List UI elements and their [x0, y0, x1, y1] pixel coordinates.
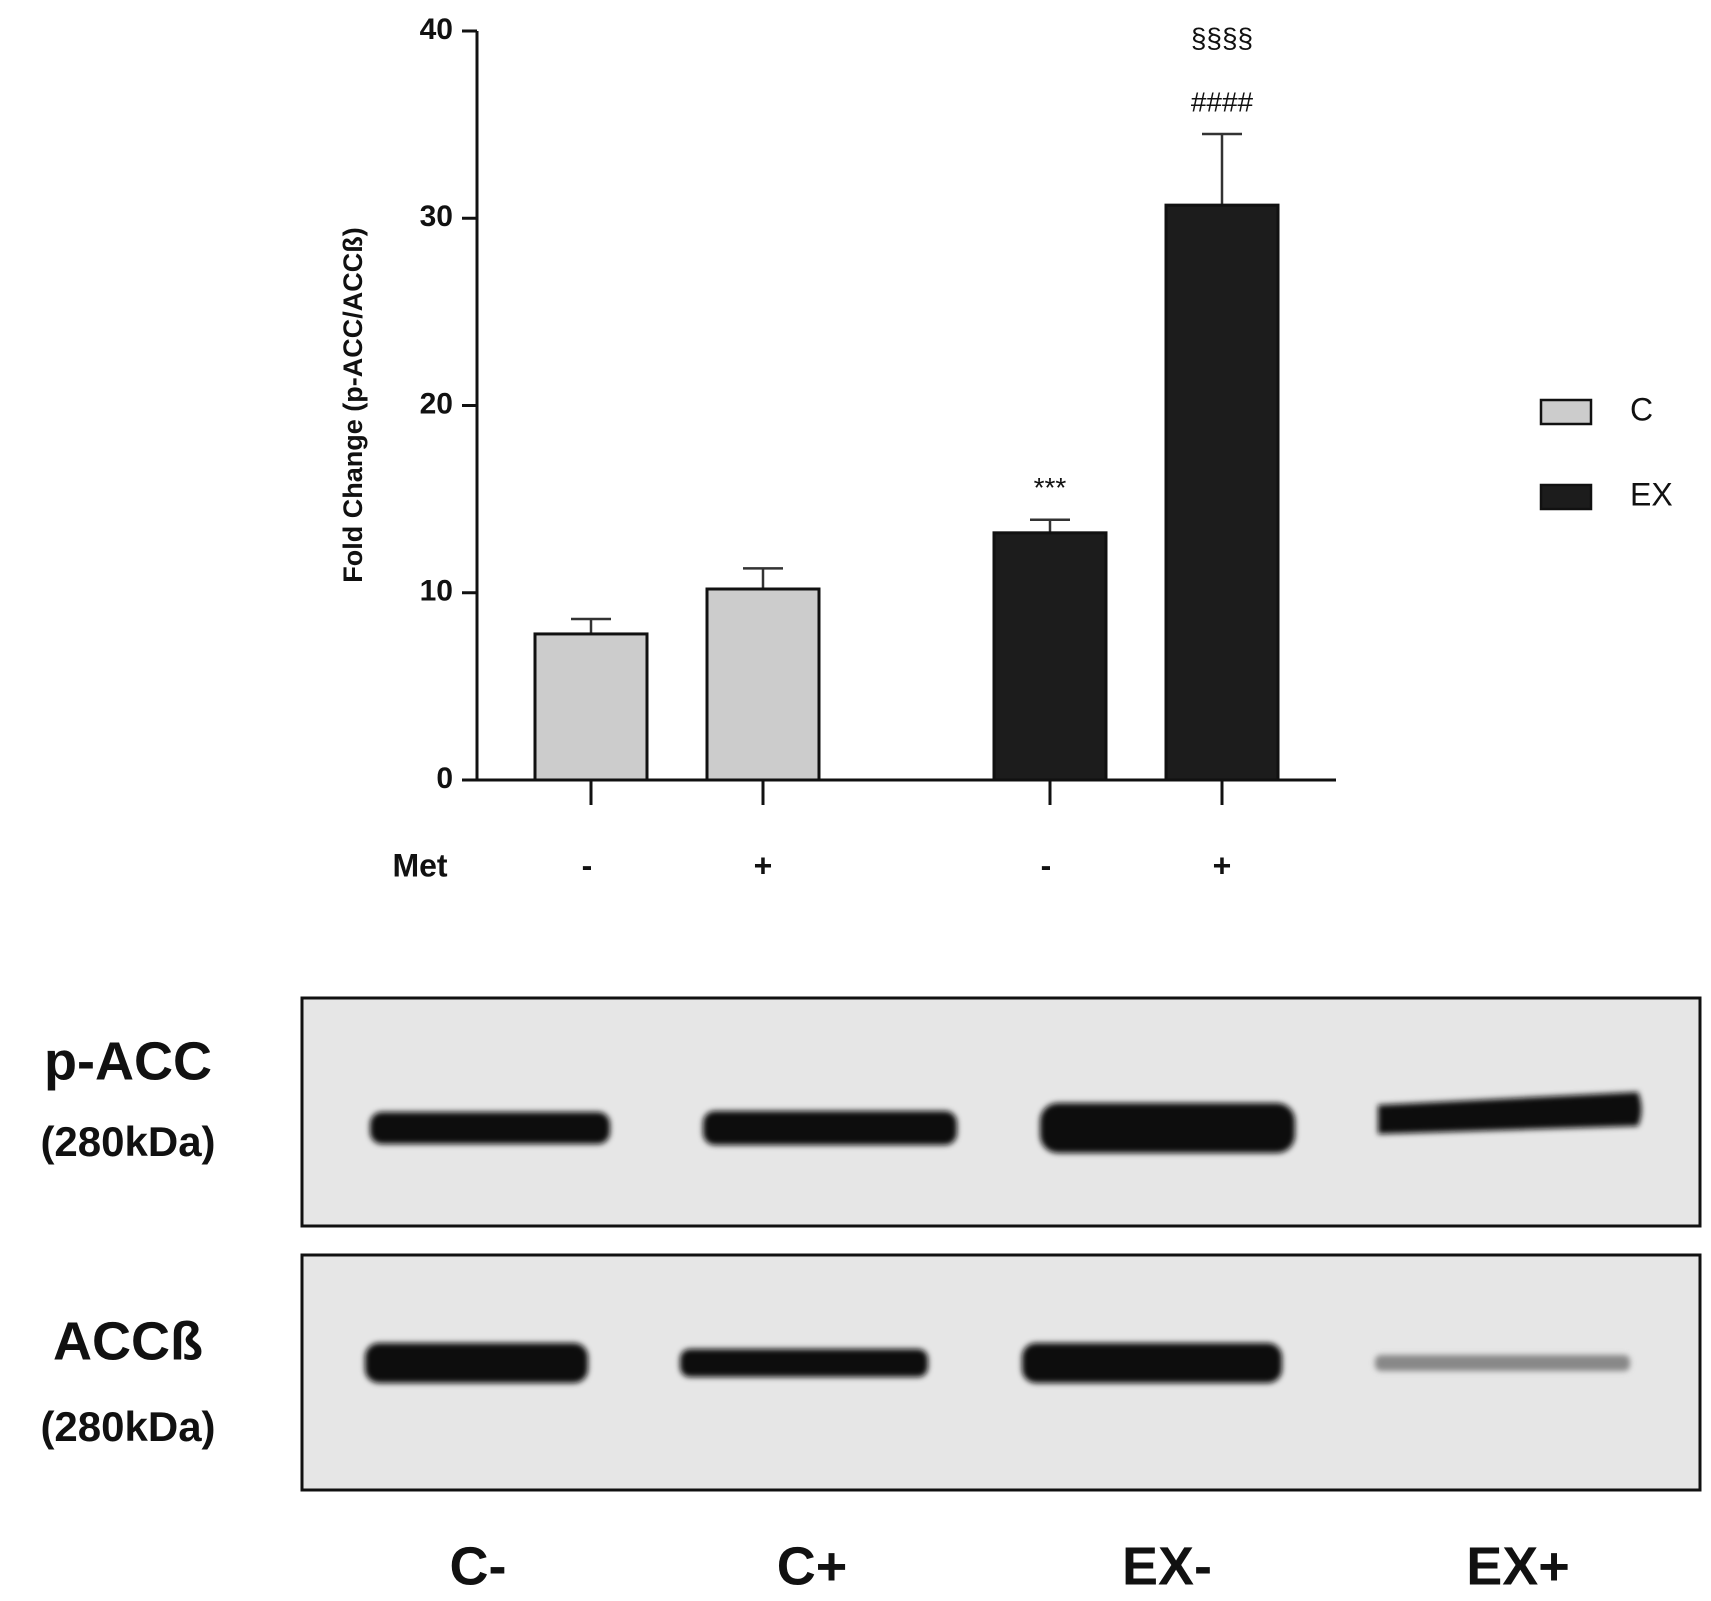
- blot-lane-label: C+: [777, 1536, 848, 1596]
- legend-swatch: [1539, 398, 1593, 426]
- x-tick-label: +: [1213, 847, 1232, 883]
- y-axis-title: Fold Change (p-ACC/ACCß): [338, 227, 368, 582]
- blot-lane-label: C-: [450, 1536, 507, 1596]
- bar: [1164, 203, 1280, 782]
- x-tick-label: +: [754, 847, 773, 883]
- x-tick-label: -: [1041, 847, 1052, 883]
- legend-label: C: [1630, 391, 1653, 427]
- bar: [533, 632, 649, 782]
- blot-row-label: p-ACC: [44, 1031, 212, 1091]
- annotation: ***: [1034, 472, 1067, 503]
- blot-lane-label: EX-: [1122, 1536, 1212, 1596]
- legend-swatch: [1539, 483, 1593, 511]
- annotation: ####: [1191, 86, 1254, 117]
- legend-label: EX: [1630, 476, 1673, 512]
- y-tick-label: 30: [420, 200, 453, 233]
- bar: [992, 531, 1108, 782]
- y-tick-label: 0: [436, 762, 453, 795]
- annotation: §§§§: [1191, 22, 1253, 53]
- y-tick-label: 40: [420, 13, 453, 46]
- bar: [705, 587, 821, 782]
- blot-row-size: (280kDa): [40, 1403, 215, 1450]
- x-tick-label: -: [582, 847, 593, 883]
- x-axis-title: Met: [392, 847, 447, 883]
- blot-bands: [365, 1092, 1642, 1383]
- y-tick-label: 20: [420, 387, 453, 420]
- y-tick-label: 10: [420, 575, 453, 608]
- blot-lane-label: EX+: [1466, 1536, 1570, 1596]
- blot-row-label: ACCß: [53, 1311, 203, 1371]
- blot-row-size: (280kDa): [40, 1118, 215, 1165]
